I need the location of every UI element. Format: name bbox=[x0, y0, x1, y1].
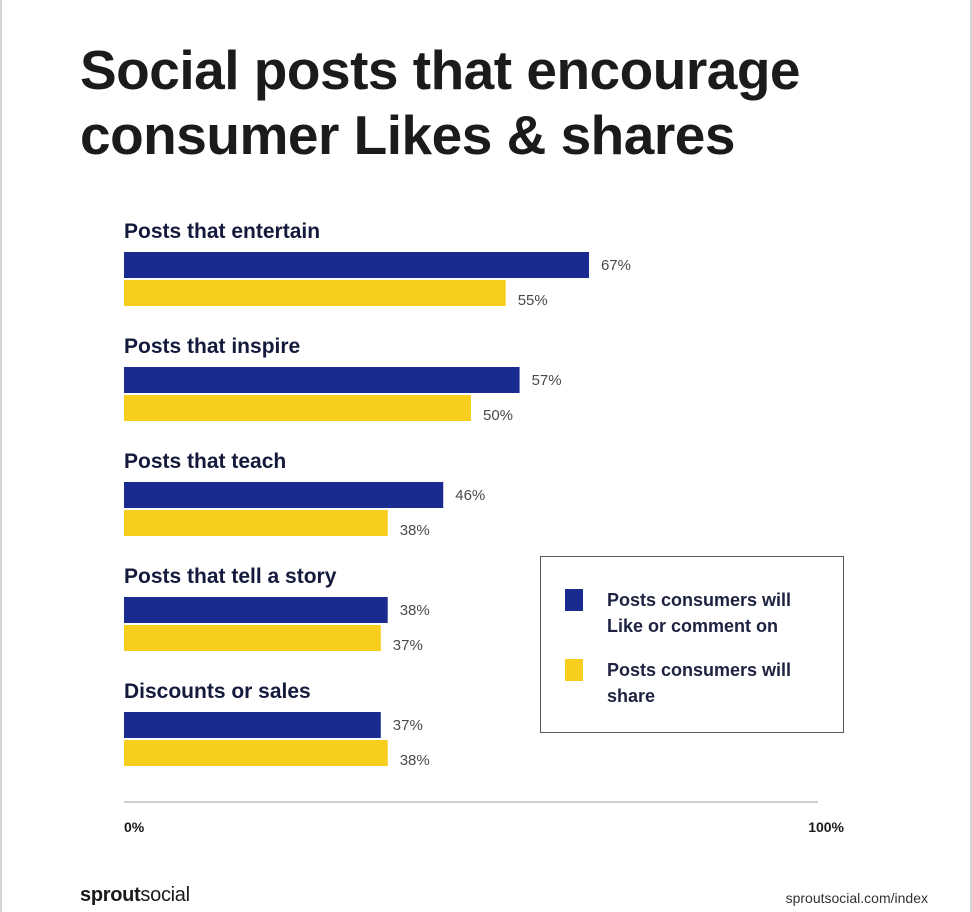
legend-swatch-share bbox=[565, 659, 583, 681]
legend-label-share: Posts consumers will share bbox=[607, 660, 792, 706]
bar-share bbox=[124, 395, 471, 421]
value-label: 38% bbox=[400, 602, 430, 619]
value-label: 46% bbox=[455, 487, 485, 504]
right-border bbox=[970, 0, 972, 912]
value-label: 55% bbox=[518, 292, 548, 309]
category-label: Discounts or sales bbox=[124, 680, 311, 703]
category-label: Posts that entertain bbox=[124, 220, 320, 243]
bar-like bbox=[124, 367, 520, 393]
bar-like bbox=[124, 482, 444, 508]
legend-item-like: Posts consumers will Like or comment on bbox=[565, 587, 832, 639]
legend-item-share: Posts consumers will share bbox=[565, 657, 832, 709]
title-line-1: Social posts that encourage bbox=[80, 39, 801, 101]
value-label: 38% bbox=[400, 522, 430, 539]
category-label: Posts that teach bbox=[124, 450, 286, 473]
x-tick-label: 100% bbox=[808, 819, 844, 835]
legend-swatch-like bbox=[565, 589, 583, 611]
value-label: 37% bbox=[393, 637, 423, 654]
bar-share bbox=[124, 510, 388, 536]
value-label: 57% bbox=[532, 372, 562, 389]
bar-share bbox=[124, 625, 381, 651]
legend-label-like: Posts consumers will Like or comment on bbox=[607, 590, 792, 636]
category-label: Posts that tell a story bbox=[124, 565, 337, 588]
source-link[interactable]: sproutsocial.com/index bbox=[785, 890, 928, 906]
left-border bbox=[0, 0, 2, 912]
value-label: 50% bbox=[483, 407, 513, 424]
bar-like bbox=[124, 252, 589, 278]
value-label: 37% bbox=[393, 717, 423, 734]
brand-logo-bold: sprout bbox=[80, 884, 141, 906]
value-label: 38% bbox=[400, 752, 430, 769]
brand-logo: sproutsocial bbox=[80, 884, 190, 907]
x-tick-label: 0% bbox=[124, 819, 145, 835]
value-label: 67% bbox=[601, 257, 631, 274]
bar-share bbox=[124, 280, 506, 306]
title-line-2: consumer Likes & shares bbox=[80, 104, 735, 166]
bar-like bbox=[124, 712, 381, 738]
category-label: Posts that inspire bbox=[124, 335, 300, 358]
legend: Posts consumers will Like or comment on … bbox=[540, 556, 844, 733]
bar-like bbox=[124, 597, 388, 623]
chart-title: Social posts that encourage consumer Lik… bbox=[80, 38, 920, 168]
bar-share bbox=[124, 740, 388, 766]
brand-logo-light: social bbox=[140, 884, 190, 906]
